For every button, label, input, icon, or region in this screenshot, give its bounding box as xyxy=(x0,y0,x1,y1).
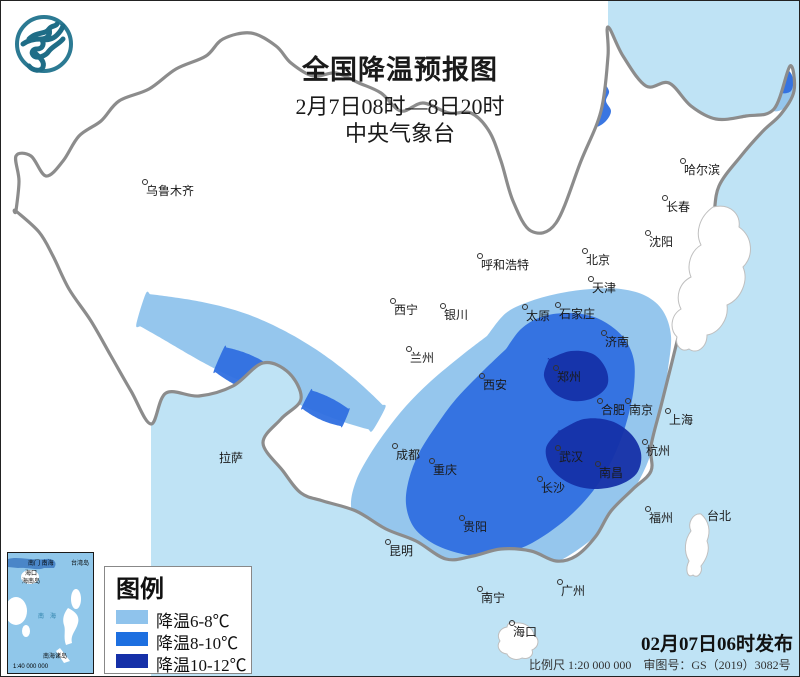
svg-text:海口: 海口 xyxy=(25,569,37,577)
svg-text:台湾岛: 台湾岛 xyxy=(71,559,89,567)
svg-text:南 海: 南 海 xyxy=(38,612,56,620)
svg-text:海南岛: 海南岛 xyxy=(22,577,40,585)
svg-text:1:40 000 000: 1:40 000 000 xyxy=(13,664,49,670)
svg-text:南门 南海: 南门 南海 xyxy=(28,559,54,567)
svg-text:南海诸岛: 南海诸岛 xyxy=(43,652,67,660)
